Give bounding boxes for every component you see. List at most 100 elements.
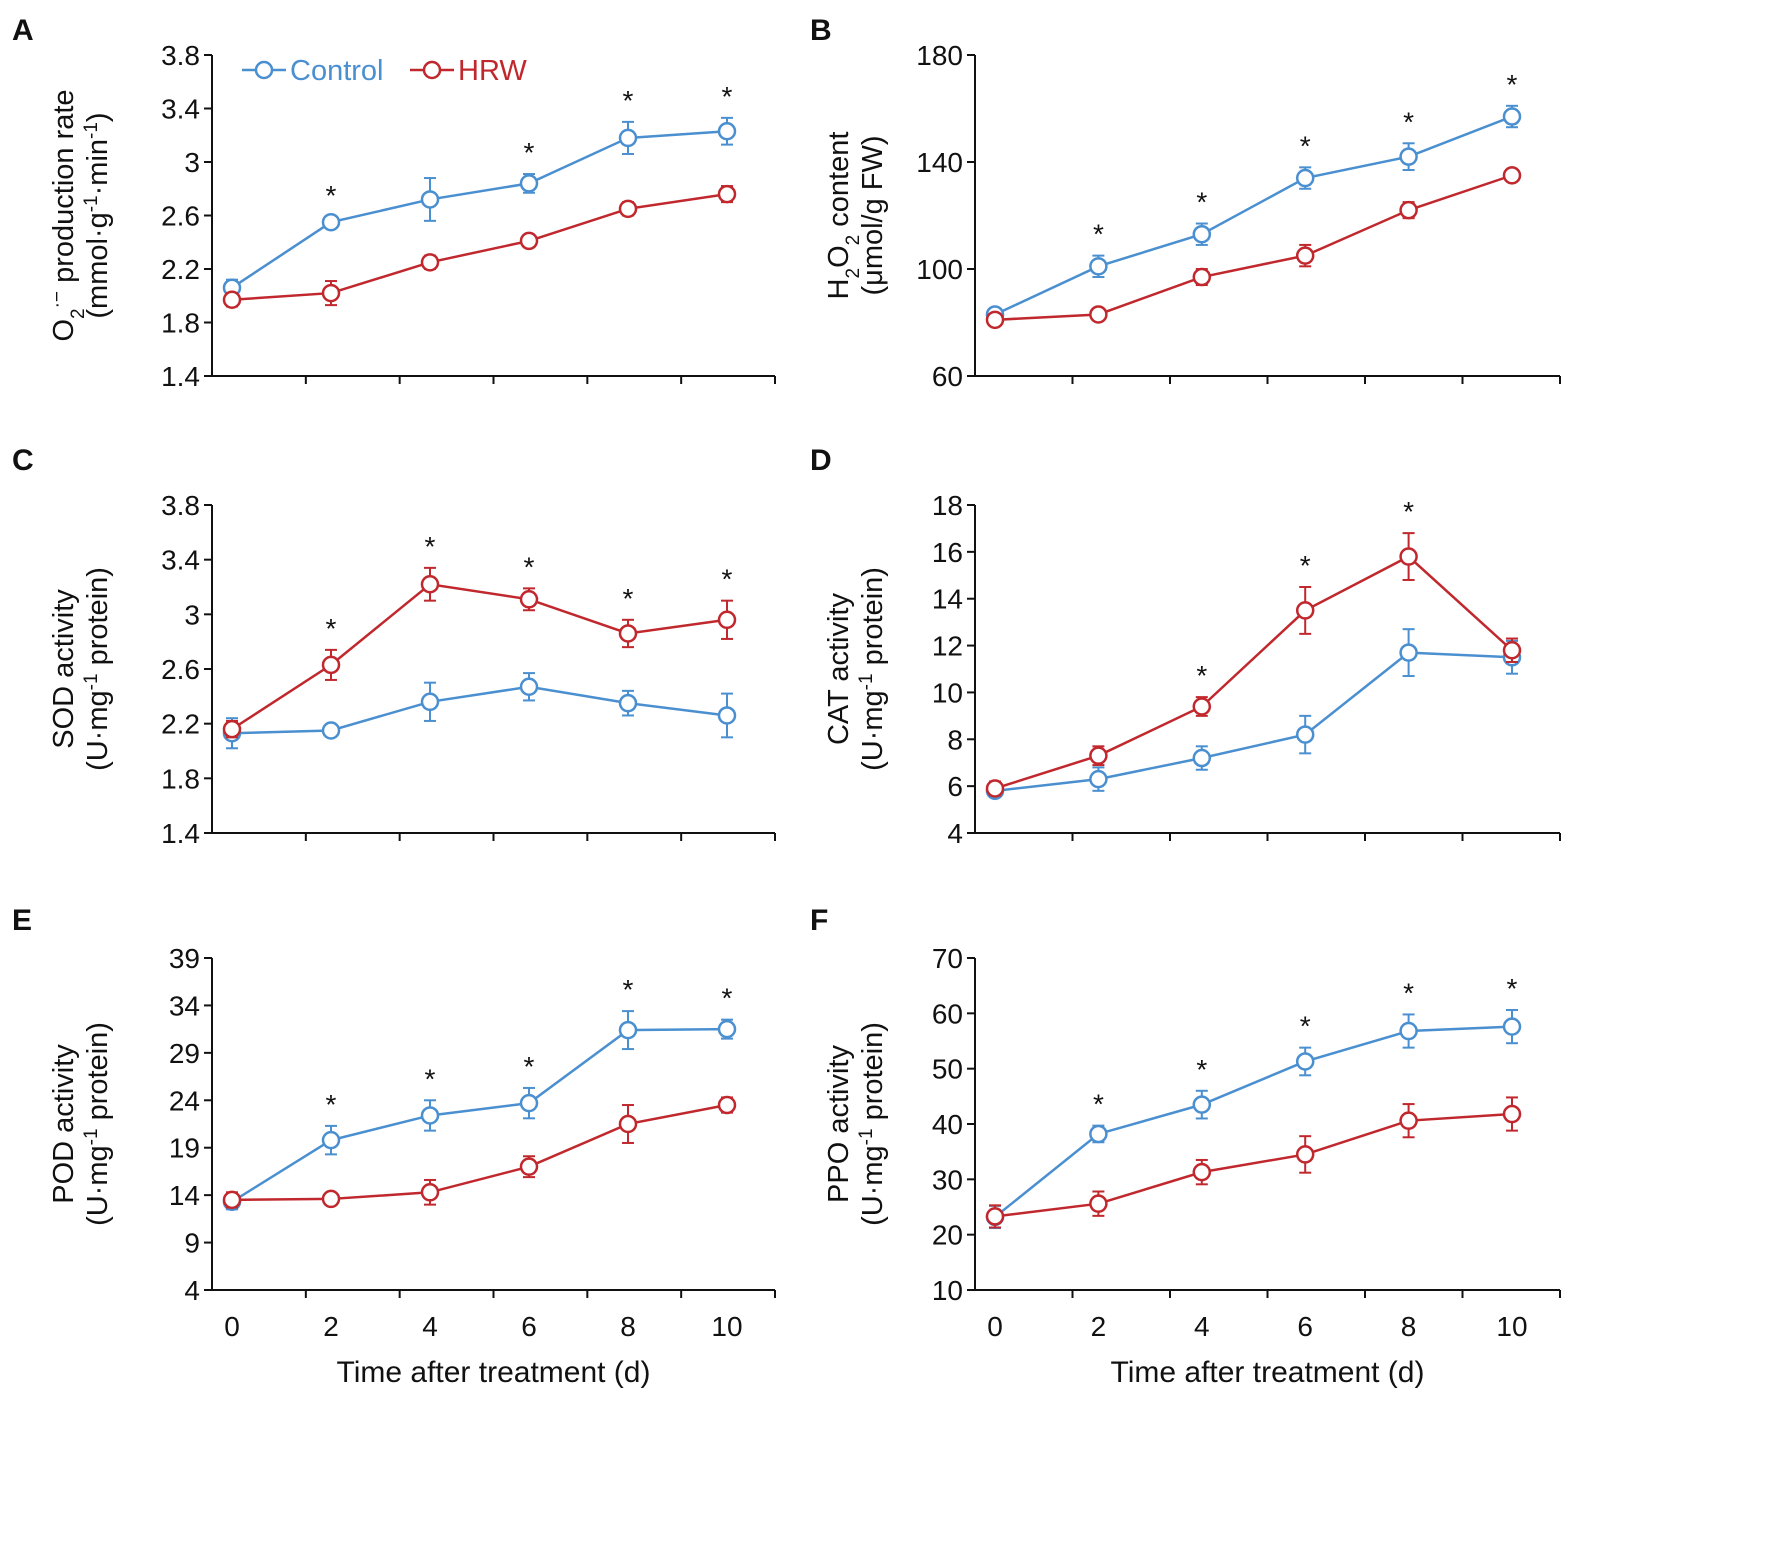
significance-marker: *: [326, 613, 337, 644]
x-tick-label: 6: [521, 1311, 537, 1342]
y-axis-label-units: (U·mg-1 protein): [81, 567, 115, 771]
data-point-hrw: [1502, 641, 1522, 660]
data-point-control: [1399, 1021, 1418, 1041]
y-tick-label: 60: [932, 998, 963, 1029]
y-tick-label: 100: [916, 254, 963, 285]
data-point-control: [717, 706, 737, 725]
y-tick-label: 8: [947, 724, 963, 755]
data-point-hrw: [222, 719, 242, 739]
x-tick-label: 4: [422, 1311, 438, 1342]
data-point-hrw: [222, 1190, 242, 1210]
data-point-hrw: [1502, 1104, 1522, 1124]
x-tick-label: 10: [711, 1311, 742, 1342]
data-point-hrw: [1089, 746, 1108, 765]
significance-marker: *: [1093, 219, 1104, 250]
significance-marker: *: [1196, 187, 1207, 218]
panel-label: F: [810, 904, 828, 937]
data-point-hrw: [321, 1189, 341, 1209]
y-tick-label: 6: [947, 771, 963, 802]
data-point-hrw: [1295, 601, 1315, 620]
y-tick-label: 4: [947, 818, 963, 849]
legend-marker: [254, 60, 274, 80]
y-tick-label: 14: [932, 584, 963, 615]
data-point-control: [1502, 1017, 1522, 1036]
series-line-hrw: [231, 1103, 728, 1202]
legend-label: Control: [290, 55, 384, 87]
data-point-hrw: [1089, 1194, 1108, 1213]
data-point-control: [420, 1106, 440, 1125]
y-tick-label: 3: [184, 599, 200, 630]
data-point-hrw: [519, 231, 539, 251]
data-point-control: [618, 1020, 638, 1040]
data-point-control: [420, 692, 440, 712]
y-axis-label-units: (U·mg-1 protein): [856, 1022, 890, 1226]
panel-label: B: [810, 14, 832, 47]
significance-marker: *: [722, 983, 733, 1014]
data-point-control: [618, 128, 638, 148]
data-point-control: [1295, 168, 1315, 188]
data-point-control: [1192, 748, 1212, 768]
data-point-control: [1089, 257, 1108, 276]
x-tick-label: 2: [1091, 1311, 1107, 1342]
series-line-control: [231, 685, 728, 735]
data-point-hrw: [420, 575, 440, 594]
y-axis-label-units: (U·mg-1 protein): [856, 567, 890, 771]
significance-marker: *: [1403, 106, 1414, 137]
y-tick-label: 20: [932, 1220, 963, 1251]
significance-marker: *: [326, 180, 337, 211]
significance-marker: *: [722, 81, 733, 112]
x-axis-label: Time after treatment (d): [337, 1356, 651, 1389]
legend-label: HRW: [458, 55, 527, 87]
significance-marker: *: [1403, 977, 1414, 1008]
y-tick-label: 2.2: [161, 709, 200, 740]
y-axis-label: POD activity: [48, 1044, 80, 1204]
legend-marker: [422, 60, 442, 80]
panel-label: E: [12, 904, 32, 937]
y-axis-label-units: (U·mg-1 protein): [81, 1022, 115, 1226]
data-point-control: [717, 1019, 737, 1039]
y-tick-label: 1.8: [161, 763, 200, 794]
series-line-control: [994, 115, 1513, 316]
y-tick-label: 10: [932, 677, 963, 708]
data-point-hrw: [1399, 1111, 1418, 1130]
y-tick-label: 3.8: [161, 490, 200, 521]
y-tick-label: 30: [932, 1164, 963, 1195]
significance-marker: *: [623, 974, 634, 1005]
series-line-control: [994, 651, 1513, 793]
y-tick-label: 180: [916, 40, 963, 71]
data-point-control: [1089, 1124, 1108, 1144]
significance-marker: *: [524, 137, 535, 168]
x-tick-label: 0: [224, 1311, 240, 1342]
y-tick-label: 19: [169, 1133, 200, 1164]
data-point-control: [321, 1130, 341, 1150]
data-point-hrw: [618, 624, 638, 643]
data-point-hrw: [717, 610, 737, 630]
legend: Control HRW: [242, 55, 527, 87]
data-point-hrw: [420, 1183, 440, 1202]
data-point-hrw: [985, 1207, 1005, 1226]
y-axis-label: SOD activity: [48, 589, 80, 749]
series-line-control: [231, 1027, 728, 1203]
y-tick-label: 1.4: [161, 361, 200, 392]
significance-marker: *: [425, 531, 436, 562]
data-point-hrw: [618, 199, 638, 219]
data-point-hrw: [321, 283, 341, 303]
y-tick-label: 40: [932, 1109, 963, 1140]
y-tick-label: 4: [184, 1275, 200, 1306]
panel-f: F 10 20 30 40 50 60 70 0 2 4 6 8 10 Time after treatme…: [810, 904, 1561, 1389]
data-point-control: [1399, 147, 1418, 166]
panel-d: D 4 6 8 10 12 14 16 18 CAT activity (U·mg-1 protei…: [810, 444, 1561, 849]
data-point-hrw: [519, 590, 539, 609]
y-tick-label: 12: [932, 631, 963, 662]
y-tick-label: 9: [184, 1228, 200, 1259]
y-tick-label: 16: [932, 537, 963, 568]
data-point-control: [1089, 769, 1108, 789]
significance-marker: *: [623, 583, 634, 614]
panel-a: A 1.4 1.8 2.2 2.6 3 3.4 3.8 O2·− production rate…: [12, 14, 776, 392]
series-line-hrw: [231, 582, 728, 731]
y-tick-label: 29: [169, 1038, 200, 1069]
data-point-control: [321, 212, 341, 232]
y-tick-label: 18: [932, 490, 963, 521]
